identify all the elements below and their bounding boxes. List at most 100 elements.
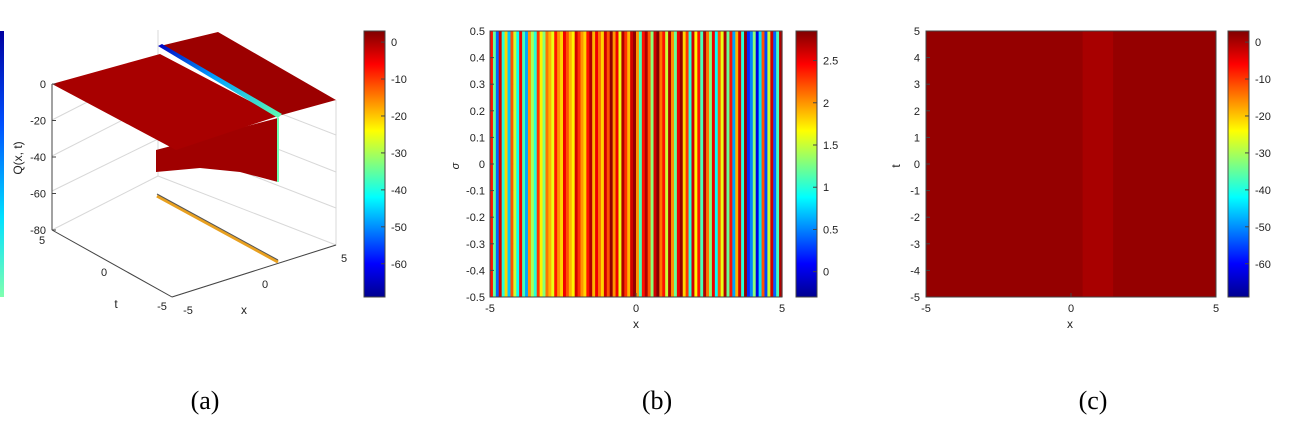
panel-a-contour-line — [156, 194, 279, 264]
panel-b-x-label: x — [633, 317, 639, 331]
panel-a-z-tick-label: -20 — [30, 116, 46, 128]
panel-a-colorbar-tick-label: -50 — [391, 222, 407, 234]
panel-c-y-tick-label: 4 — [914, 53, 920, 65]
panel-b-stripe — [636, 31, 640, 297]
panel-b-stripe — [738, 31, 742, 297]
panel-b-stripe — [749, 31, 754, 297]
panel-b-stripe — [709, 31, 713, 297]
panel-c-x-tick-label: 5 — [1213, 303, 1219, 315]
panel-b-y-tick-label: 0.1 — [470, 132, 485, 144]
panel-b-stripe — [539, 31, 544, 297]
panel-b-stripe — [726, 31, 731, 297]
panel-b-stripe — [735, 31, 739, 297]
panel-b-stripe — [671, 31, 675, 297]
panel-c-colorbar-tick-label: -50 — [1255, 222, 1271, 234]
panel-a-colorbar-tick-label: -10 — [391, 74, 407, 86]
panel-b-stripe — [673, 31, 678, 297]
panel-b-stripe — [668, 31, 672, 297]
panel-b-stripe — [758, 31, 763, 297]
panel-a-colorbar-tick-label: -30 — [391, 148, 407, 160]
panel-b-colorbar-tick-label: 1 — [823, 182, 829, 194]
panel-b-stripe — [577, 31, 582, 297]
panel-b-stripe — [618, 31, 622, 297]
panel-c-trough-line — [0, 31, 4, 297]
panel-a-y-label: t — [114, 297, 118, 311]
panel-b-colorbar-tick-label: 2.5 — [823, 56, 838, 68]
panel-c-colorbar-tick-label: -30 — [1255, 148, 1271, 160]
panel-b-stripe — [563, 31, 567, 297]
panel-b-stripe — [711, 31, 716, 297]
panel-b-x-ticks: -5 0 5 — [485, 293, 785, 315]
panel-a-plane-left — [52, 54, 278, 150]
panel-b-stripe — [744, 31, 748, 297]
panel-a-z-tick-label: -60 — [30, 189, 46, 201]
panel-b-stripe — [729, 31, 733, 297]
panel-b-stripe — [770, 31, 774, 297]
panel-b-stripe — [603, 31, 608, 297]
panel-c-x-ticks: -5 0 5 — [921, 293, 1219, 315]
panel-b-y-tick-label: 0.3 — [470, 79, 485, 91]
panel-b-stripe — [516, 31, 520, 297]
panel-c-colorbar-tick-label: 0 — [1255, 37, 1261, 49]
panel-b-x-tick-label: 5 — [779, 303, 785, 315]
panel-b-stripe — [755, 31, 760, 297]
panel-c-y-label: t — [889, 164, 903, 168]
panel-b-y-tick-label: 0.5 — [470, 26, 485, 38]
panel-b-y-tick-label: -0.1 — [466, 186, 485, 198]
panel-b-stripe — [542, 31, 547, 297]
panel-a-trough — [158, 44, 282, 118]
panel-b-colorbar-tick-label: 1.5 — [823, 140, 838, 152]
panel-b-stripe — [691, 31, 695, 297]
panel-b-stripe — [536, 31, 541, 297]
panel-b-stripe — [700, 31, 704, 297]
panel-b-colorbar-tick-label: 0.5 — [823, 224, 838, 236]
panel-b-stripe — [720, 31, 725, 297]
panel-b-stripe — [574, 31, 579, 297]
panel-b-stripe — [764, 31, 768, 297]
panel-b-y-label: σ — [450, 162, 462, 169]
panel-c-y-tick-label: 1 — [914, 132, 920, 144]
panel-a-colorbar-tick-label: -20 — [391, 111, 407, 123]
panel-b-stripe — [621, 31, 625, 297]
panel-b-stripe — [583, 31, 587, 297]
panel-c-colorbar-scale — [1227, 30, 1250, 298]
panel-c-colorbar-tick-label: -40 — [1255, 185, 1271, 197]
panel-b-stripe — [776, 31, 780, 297]
panel-b-y-tick-label: -0.2 — [466, 212, 485, 224]
panel-b-stripe — [504, 31, 509, 297]
panel-b-stripe — [644, 31, 649, 297]
panel-b-stripe — [714, 31, 719, 297]
panel-b-stripe — [600, 31, 605, 297]
panel-b-stripe — [513, 31, 517, 297]
panel-b-stripe — [554, 31, 558, 297]
panel-b-stripe — [615, 31, 620, 297]
panel-b-y-ticks: 0.5 0.4 0.3 0.2 0.1 0 -0.1 -0.2 -0.3 -0.4 -0.5 — [466, 26, 494, 304]
panel-b-stripes — [490, 31, 783, 297]
panel-b-stripe — [773, 31, 777, 297]
panel-b-stripe — [527, 31, 532, 297]
panel-b-stripe — [679, 31, 684, 297]
panel-b-stripe — [697, 31, 701, 297]
panel-c-y-tick-label: 3 — [914, 79, 920, 91]
panel-c-colorbar-tick-label: -10 — [1255, 74, 1271, 86]
panel-a-y-tick: 5 — [39, 235, 45, 247]
panel-b-stripe — [568, 31, 573, 297]
panel-b-stripe — [723, 31, 728, 297]
panel-c-y-tick-label: -5 — [910, 292, 920, 304]
panel-b-stripe — [586, 31, 590, 297]
panel-b-stripe — [717, 31, 722, 297]
panel-b-stripe — [641, 31, 646, 297]
panel-b-stripe — [630, 31, 634, 297]
panel-b-y-tick-label: 0.2 — [470, 106, 485, 118]
panel-b-stripe — [571, 31, 576, 297]
panel-c-y-tick-label: -2 — [910, 212, 920, 224]
panel-b-stripe — [501, 31, 506, 297]
caption-a: (a) — [191, 386, 220, 415]
panel-b-stripe — [580, 31, 585, 297]
panel-a-wall-front — [156, 118, 278, 182]
panel-b-stripe — [659, 31, 663, 297]
panel-b-stripe — [665, 31, 669, 297]
panel-c-background — [926, 31, 1216, 297]
panel-b-stripe — [703, 31, 707, 297]
